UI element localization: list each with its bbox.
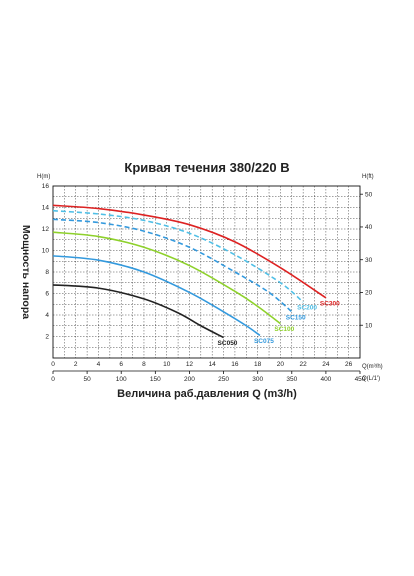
bottom2-tick-label: 0 (51, 376, 55, 383)
left-tick-label: 6 (45, 291, 49, 298)
left-tick-label: 2 (45, 334, 49, 341)
bottom-tick-label: 26 (345, 361, 353, 368)
series-line-sc050 (52, 284, 224, 339)
left-tick-label: 8 (45, 269, 49, 276)
x-axis-label: Величина раб.давления Q (m3/h) (117, 388, 297, 400)
bottom2-tick-label: 350 (286, 376, 297, 383)
bottom-tick-label: 24 (322, 361, 330, 368)
grid (53, 186, 360, 358)
bottom2-tick-label: 100 (116, 376, 127, 383)
bottom2-tick-label: 50 (83, 376, 91, 383)
bottom-tick-label: 8 (142, 361, 146, 368)
bottom2-tick-label: 450 (355, 376, 366, 383)
chart-title: Кривая течения 380/220 В (124, 160, 289, 175)
series-label-sc150: SC150 (286, 314, 306, 321)
left-axis-unit: H(m) (37, 174, 50, 180)
bottom-tick-label: 18 (254, 361, 262, 368)
bottom2-tick-label: 250 (218, 376, 229, 383)
bottom-tick-label: 6 (119, 361, 123, 368)
left-tick-label: 14 (42, 205, 50, 212)
series-label-sc050: SC050 (218, 340, 238, 347)
bottom2-tick-label: 200 (184, 376, 195, 383)
bottom-tick-label: 12 (186, 361, 194, 368)
bottom-tick-label: 22 (300, 361, 308, 368)
left-tick-label: 12 (42, 226, 50, 233)
y-axis-label: Мощность напора (20, 225, 32, 319)
bottom2-tick-label: 300 (252, 376, 263, 383)
series-label-sc200: SC200 (297, 305, 317, 312)
right-tick-label: 20 (365, 290, 373, 297)
series-label-sc300: SC300 (320, 300, 340, 307)
left-tick-label: 16 (42, 183, 50, 190)
bottom2-tick-label: 150 (150, 376, 161, 383)
series-line-sc200 (52, 209, 304, 303)
left-tick-label: 4 (45, 312, 49, 319)
right-tick-label: 30 (365, 257, 373, 264)
bottom-tick-label: 16 (231, 361, 239, 368)
series-label-sc100: SC100 (274, 326, 294, 333)
bottom-tick-label: 20 (277, 361, 285, 368)
left-tick-label: 10 (42, 248, 50, 255)
bottom-tick-label: 10 (163, 361, 171, 368)
series-line-sc100 (52, 231, 281, 325)
bottom-axis2-unit: Q(L/1′) (362, 376, 380, 382)
series-line-sc150 (52, 218, 293, 313)
bottom-tick-label: 4 (97, 361, 101, 368)
series-label-sc075: SC075 (254, 338, 274, 345)
bottom-tick-label: 2 (74, 361, 78, 368)
bottom-tick-label: 14 (209, 361, 217, 368)
series-line-sc075 (52, 255, 261, 337)
plot-frame (52, 185, 361, 359)
series-layer (52, 204, 327, 339)
bottom2-tick-label: 400 (320, 376, 331, 383)
bottom-axis-unit: Q(m³/h) (362, 364, 383, 370)
right-tick-label: 10 (365, 322, 373, 329)
bottom-tick-label: 0 (51, 361, 55, 368)
right-tick-label: 50 (365, 191, 373, 198)
right-tick-label: 40 (365, 224, 373, 231)
right-axis-unit: H(ft) (362, 174, 374, 180)
series-line-sc300 (52, 204, 327, 299)
